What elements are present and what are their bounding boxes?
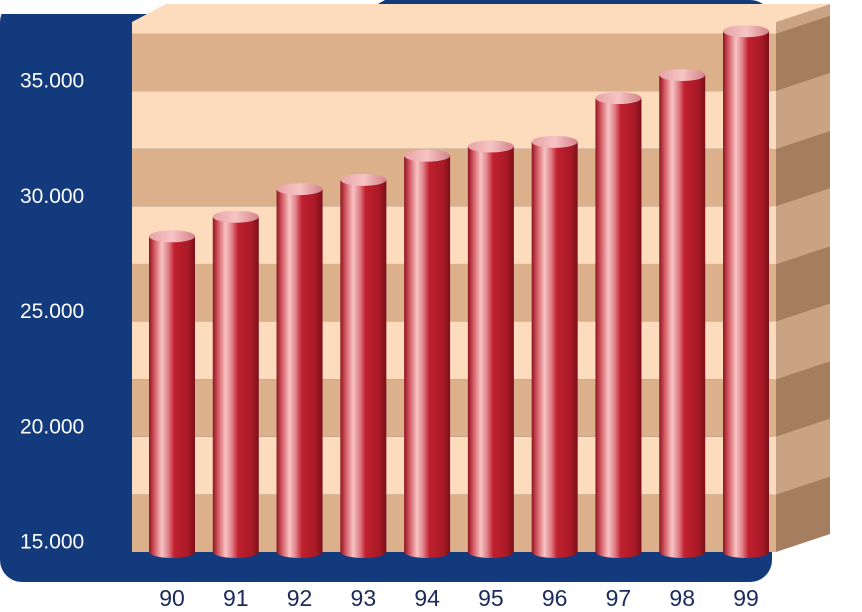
x-tick-label: 94 xyxy=(414,585,440,611)
bar-base xyxy=(340,546,387,558)
bar-cap xyxy=(276,183,323,196)
y-tick-labels: 15.000 20.000 25.000 30.000 35.000 xyxy=(20,70,84,554)
x-tick-label: 93 xyxy=(351,585,377,611)
y-tick-label: 15.000 xyxy=(20,530,84,553)
bar-body xyxy=(276,189,323,552)
bar xyxy=(149,230,195,558)
side-band xyxy=(776,418,830,495)
x-tick-label: 97 xyxy=(606,585,632,611)
bar xyxy=(595,92,642,558)
x-tick-label: 92 xyxy=(287,585,313,611)
x-tick-label: 96 xyxy=(542,585,568,611)
bar-cap xyxy=(212,210,259,223)
bar-cap xyxy=(659,69,706,81)
bar-body xyxy=(212,216,259,552)
x-tick-label: 95 xyxy=(478,585,504,611)
bar xyxy=(276,183,323,558)
bar-body xyxy=(404,155,451,553)
y-tick-label: 20.000 xyxy=(20,415,84,438)
bar-cap xyxy=(723,25,769,38)
side-band xyxy=(776,73,830,149)
bar-body xyxy=(723,31,769,552)
bar xyxy=(340,173,387,558)
bar xyxy=(404,149,451,558)
bar-body xyxy=(595,98,642,552)
bar-body xyxy=(467,146,514,552)
box-top xyxy=(132,4,830,22)
x-tick-labels: 90 91 92 93 94 95 96 97 98 99 xyxy=(159,585,759,611)
bar-base xyxy=(149,546,195,558)
bar xyxy=(531,135,578,558)
side-band xyxy=(776,130,830,207)
bar-cap xyxy=(404,149,451,162)
x-tick-label: 91 xyxy=(223,585,249,611)
bar-body xyxy=(340,179,387,552)
bar-cap xyxy=(467,140,514,153)
bar-base xyxy=(467,546,514,558)
side-band xyxy=(776,303,830,380)
bar-base xyxy=(276,546,323,558)
bar-body xyxy=(531,141,578,552)
bar-base xyxy=(595,546,642,558)
y-tick-label: 25.000 xyxy=(20,300,84,323)
side-band xyxy=(776,15,830,92)
x-tick-label: 90 xyxy=(159,585,185,611)
bar-base xyxy=(659,546,706,558)
bar-base xyxy=(531,546,578,558)
bar xyxy=(659,69,706,558)
x-tick-label: 98 xyxy=(669,585,695,611)
side-band xyxy=(776,361,830,437)
bar-cap xyxy=(595,92,642,105)
bar-base xyxy=(723,546,769,558)
bar xyxy=(723,25,769,558)
bar-cap xyxy=(340,173,387,186)
bar-base xyxy=(212,546,259,558)
bar xyxy=(467,140,514,558)
bar-body xyxy=(659,75,706,552)
bar-cap xyxy=(531,135,578,148)
side-band xyxy=(776,4,830,34)
side-band xyxy=(776,188,830,264)
bar-base xyxy=(404,546,451,558)
y-tick-label: 35.000 xyxy=(20,70,84,93)
x-tick-label: 99 xyxy=(733,585,759,611)
bar xyxy=(212,210,259,558)
side-band xyxy=(776,476,830,552)
y-tick-label: 30.000 xyxy=(20,185,84,208)
bar-body xyxy=(149,236,195,552)
side-band xyxy=(776,245,830,322)
bar-cap xyxy=(149,230,195,243)
bars-group xyxy=(149,25,769,558)
grid-band xyxy=(132,22,776,34)
